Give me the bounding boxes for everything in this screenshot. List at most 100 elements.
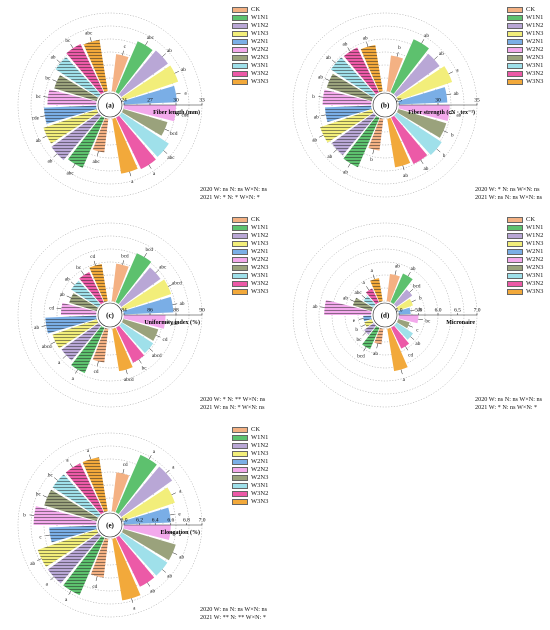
legend-label: W2N1 xyxy=(526,248,544,255)
significance-letter: ab xyxy=(60,292,65,298)
bar-2020-W3N1 xyxy=(119,532,168,576)
legend-item: W1N1 xyxy=(232,224,268,232)
error-bar xyxy=(41,325,47,327)
bar-2021-W1N3 xyxy=(364,319,374,327)
legend-label: W3N2 xyxy=(251,490,269,497)
bar-2020-W1N2 xyxy=(394,53,440,97)
significance-letter: abcd xyxy=(42,344,52,350)
legend-item: W2N2 xyxy=(507,46,543,54)
bar-2021-W1N1 xyxy=(63,536,105,596)
legend-label: W1N3 xyxy=(526,240,544,247)
tick-label: 24 xyxy=(121,98,127,104)
significance-letter: ab xyxy=(423,166,428,172)
error-bar xyxy=(366,286,370,291)
error-bar xyxy=(93,260,96,266)
error-bar xyxy=(62,355,67,359)
significance-letter: bcd xyxy=(357,354,365,360)
error-bar xyxy=(333,149,338,153)
error-bar xyxy=(70,281,75,286)
panel-d: ab ab bcd b de bc c ab cd a ab bcd bc b e ab ab abc a a (d) 5… xyxy=(275,210,550,420)
error-bar xyxy=(449,112,454,114)
tick-label: 25 xyxy=(396,98,402,104)
significance-letter: ab xyxy=(51,55,56,61)
error-bar xyxy=(409,288,414,293)
error-bar xyxy=(125,369,128,375)
stats-line: 2021 W: * N: ns W×N: * xyxy=(475,404,538,411)
legend-swatch xyxy=(507,47,523,53)
bar-2020-CK xyxy=(111,263,129,302)
significance-letter: bc xyxy=(45,76,51,82)
legend-item: W2N1 xyxy=(507,38,543,46)
legend-item: CK xyxy=(232,6,268,14)
bar-2020-W3N1 xyxy=(119,322,154,354)
panel-e: cd a a a e a ab ab ab a cd a a ab c b bc bc a a (e) 6.0 6.2 6.4… xyxy=(0,420,275,629)
bar-2021-W2N2 xyxy=(324,299,372,315)
bar-2020-W1N3 xyxy=(121,65,179,101)
radial-chart: c abc ab ab a cde bcd abc a a abc abc ab ab cde bc bc ab b… xyxy=(17,12,205,198)
error-bar xyxy=(37,558,42,561)
significance-letter: ab xyxy=(167,48,172,54)
tick-label: 6.0 xyxy=(121,518,128,524)
error-bar xyxy=(56,308,62,310)
tick-label: 6.8 xyxy=(183,518,190,524)
significance-letter: b xyxy=(451,133,454,139)
error-bar xyxy=(70,44,74,49)
bar-2020-CK xyxy=(111,54,129,92)
panel-a: c abc ab ab a cde bcd abc a a abc abc ab ab cde bc bc ab b… xyxy=(0,0,275,210)
significance-letter: ab xyxy=(439,51,444,57)
error-bar xyxy=(156,335,161,338)
bar-2020-W3N3 xyxy=(387,327,408,372)
bar-2020-CK xyxy=(386,273,400,302)
significance-letter: a xyxy=(179,532,182,538)
legend-swatch xyxy=(232,15,248,21)
significance-letter: abc xyxy=(354,290,362,296)
bar-2020-W3N3 xyxy=(112,117,138,174)
legend-swatch xyxy=(507,31,523,37)
error-bar xyxy=(361,295,366,299)
legend-item: W3N3 xyxy=(507,78,543,86)
bar-2021-W2N1 xyxy=(44,105,97,124)
error-bar xyxy=(169,513,175,516)
error-bar xyxy=(321,114,326,116)
error-bar xyxy=(324,78,330,81)
error-bar xyxy=(407,271,411,277)
panel-label: (e) xyxy=(106,522,114,530)
significance-letter: b xyxy=(355,327,358,333)
legend-label: W1N2 xyxy=(251,442,269,449)
significance-letter: ab xyxy=(327,154,332,160)
significance-letter: a xyxy=(58,360,61,366)
significance-letter: ab xyxy=(167,574,172,580)
legend-swatch xyxy=(232,499,248,505)
tick-label: 86 xyxy=(147,308,153,314)
legend-label: W2N3 xyxy=(251,54,269,61)
significance-letter: a xyxy=(87,448,90,454)
significance-letter: ab xyxy=(314,114,319,120)
legend-item: W2N1 xyxy=(232,38,268,46)
error-bar xyxy=(361,324,366,327)
tick-label: 90 xyxy=(199,308,205,314)
tick-label: 6.6 xyxy=(167,518,174,524)
significance-letter: b xyxy=(398,45,401,51)
bar-2020-W2N3 xyxy=(397,109,447,138)
error-bar xyxy=(131,598,134,603)
legend-swatch xyxy=(232,23,248,29)
legend-item: W1N3 xyxy=(232,240,268,248)
error-bar xyxy=(51,341,56,345)
error-bar xyxy=(122,468,125,474)
legend: CK W1N1 W1N2 W1N3 W2N1 W2N2 W2N3 W3N1 W3N2 W3N3 xyxy=(507,216,543,296)
legend-label: W3N3 xyxy=(526,288,544,295)
legend-label: W3N1 xyxy=(251,272,269,279)
significance-letter: de xyxy=(417,307,423,313)
bar-2020-W2N2 xyxy=(123,525,171,541)
bar-2021-W3N1 xyxy=(55,56,101,98)
legend-item: W1N2 xyxy=(507,232,543,240)
legend-item: CK xyxy=(507,216,543,224)
significance-letter: c xyxy=(124,44,127,50)
error-bar xyxy=(66,295,72,299)
error-bar xyxy=(418,318,423,320)
legend-label: W2N2 xyxy=(251,46,269,53)
legend-swatch xyxy=(507,15,523,21)
error-bar xyxy=(164,128,170,132)
legend-label: W3N1 xyxy=(526,62,544,69)
legend-label: W3N2 xyxy=(251,280,269,287)
